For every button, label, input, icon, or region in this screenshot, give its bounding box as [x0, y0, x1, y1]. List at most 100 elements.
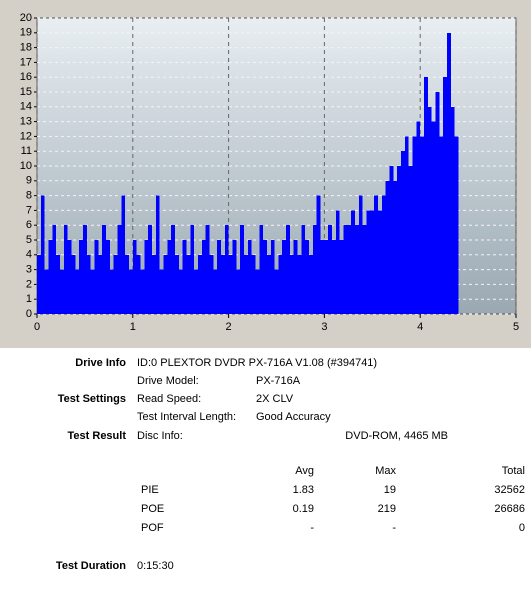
bar	[393, 180, 398, 314]
bar	[259, 225, 264, 314]
x-tick-label: 0	[34, 321, 40, 333]
label: Disc Info:	[137, 430, 183, 442]
value: ID:0 PLEXTOR DVDR PX-716A V1.08 (#394741…	[137, 357, 378, 369]
bar	[435, 92, 440, 314]
bar	[247, 240, 252, 314]
bar	[56, 254, 60, 314]
bar	[439, 136, 444, 314]
bar	[309, 254, 313, 314]
bar	[167, 240, 172, 314]
bar	[355, 225, 359, 314]
bar	[163, 254, 168, 314]
table-cell: 26686	[494, 503, 525, 515]
label: Test Interval Length:	[137, 411, 237, 423]
bar	[424, 77, 428, 314]
y-tick-label: 7	[26, 204, 32, 216]
bar	[335, 210, 340, 314]
bar	[366, 210, 371, 314]
bar	[94, 240, 99, 314]
bar	[282, 240, 287, 314]
bar	[339, 240, 344, 314]
y-tick-label: 5	[26, 234, 32, 246]
bar	[90, 269, 95, 314]
y-tick-label: 16	[20, 71, 32, 83]
bar	[220, 254, 225, 314]
bar	[374, 195, 379, 314]
bar	[102, 225, 106, 314]
bar	[270, 240, 275, 314]
bar	[228, 254, 233, 314]
bar	[408, 166, 413, 314]
y-tick-label: 18	[20, 42, 32, 54]
bar	[194, 269, 198, 314]
y-tick-label: 8	[26, 190, 32, 202]
bar	[178, 269, 183, 314]
table-cell: Max	[375, 465, 396, 477]
bar	[293, 240, 298, 314]
x-tick-label: 3	[321, 321, 327, 333]
bar	[343, 225, 348, 314]
bar	[113, 254, 118, 314]
bar	[75, 269, 80, 314]
bar	[63, 225, 68, 314]
y-tick-label: 19	[20, 27, 32, 39]
bar	[401, 151, 405, 314]
table-cell: 19	[383, 484, 396, 496]
y-tick-label: 14	[20, 101, 32, 113]
bar	[443, 77, 448, 314]
table-cell: -	[392, 522, 396, 534]
y-tick-label: 3	[26, 264, 32, 276]
bar	[105, 240, 110, 314]
y-tick-label: 2	[26, 278, 32, 290]
bar	[454, 136, 459, 314]
bar	[109, 269, 114, 314]
bar	[128, 269, 133, 314]
y-tick-label: 9	[26, 175, 32, 187]
y-tick-label: 10	[20, 160, 32, 172]
bar	[52, 225, 57, 314]
y-tick-label: 17	[20, 56, 32, 68]
y-tick-label: 6	[26, 219, 32, 231]
bar	[48, 240, 53, 314]
bar	[316, 195, 321, 314]
bar	[358, 195, 363, 314]
bar	[224, 225, 229, 314]
value: DVD-ROM, 4465 MB	[345, 430, 448, 442]
bar	[71, 254, 76, 314]
bar	[447, 32, 451, 315]
table-cell: Avg	[295, 465, 314, 477]
label: Test Settings	[57, 393, 126, 405]
bar	[79, 240, 83, 314]
bar	[140, 269, 145, 314]
bar	[243, 254, 248, 314]
bar	[174, 254, 179, 314]
bar	[59, 269, 64, 314]
y-tick-label: 12	[20, 130, 32, 142]
bar	[132, 240, 137, 314]
bar	[40, 195, 45, 314]
bar	[450, 106, 455, 314]
label: Drive Info	[75, 357, 126, 369]
bar	[190, 225, 195, 314]
bar	[197, 254, 202, 314]
table-cell: Total	[501, 465, 525, 477]
bar	[324, 240, 329, 314]
bar	[362, 225, 367, 314]
label: Test Result	[67, 430, 126, 442]
label: Read Speed:	[137, 393, 202, 405]
value: 2X CLV	[256, 393, 294, 405]
bar	[86, 254, 91, 314]
bar	[397, 166, 402, 314]
bar	[186, 254, 191, 314]
bar	[67, 240, 72, 314]
bar	[297, 254, 302, 314]
y-tick-label: 15	[20, 86, 32, 98]
bar	[266, 254, 271, 314]
bar	[155, 195, 160, 314]
bar	[159, 269, 164, 314]
bar	[209, 254, 214, 314]
bar	[201, 240, 206, 314]
bar	[416, 121, 421, 314]
